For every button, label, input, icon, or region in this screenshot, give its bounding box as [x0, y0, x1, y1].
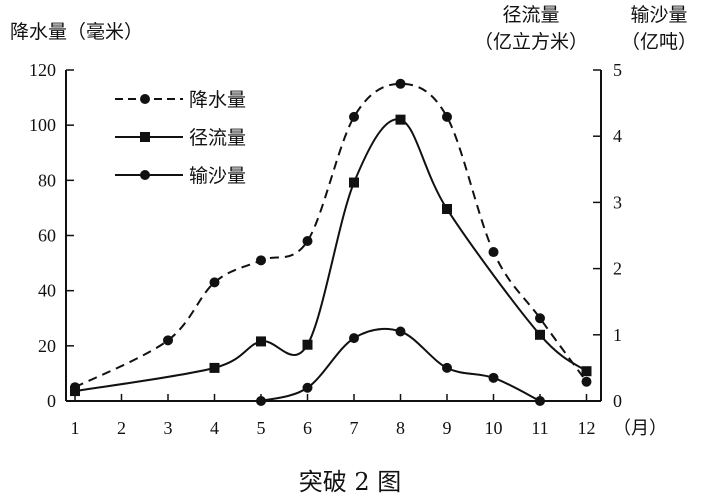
- data-point-circle: [535, 396, 545, 406]
- right-axis-label-line1: 径流量: [502, 4, 559, 26]
- data-point-square: [581, 366, 592, 377]
- x-tick-label: 2: [117, 418, 126, 438]
- x-tick-label: 12: [578, 418, 596, 438]
- data-point-circle: [442, 362, 452, 373]
- legend-marker-square: [140, 132, 150, 142]
- legend-marker-circle: [140, 94, 150, 104]
- x-tick-label: 6: [303, 418, 312, 438]
- x-tick-label: 4: [210, 418, 219, 438]
- legend-label: 降水量: [189, 89, 246, 111]
- second-right-axis-label-line1: 输沙量: [630, 4, 687, 26]
- x-tick-label: 11: [531, 418, 548, 438]
- left-tick-label: 60: [38, 226, 56, 246]
- series-line: [74, 82, 588, 389]
- series-2: [70, 114, 592, 397]
- data-point-circle: [395, 326, 406, 337]
- data-point-circle: [395, 78, 406, 89]
- left-axis-label: 降水量（毫米）: [10, 21, 143, 43]
- data-point-circle: [535, 313, 545, 324]
- series-1: [70, 78, 592, 393]
- x-tick-label: 3: [164, 418, 173, 438]
- data-point-square: [302, 339, 313, 350]
- legend-item: 降水量: [115, 89, 246, 111]
- right-tick-label: 1: [613, 325, 622, 345]
- data-point-circle: [349, 333, 359, 344]
- figure-caption: 突破 2 图: [299, 468, 402, 496]
- data-point-circle: [581, 376, 592, 387]
- x-tick-label: 1: [71, 418, 80, 438]
- data-point-square: [395, 114, 406, 125]
- data-point-circle: [163, 335, 173, 346]
- x-tick-label: 9: [443, 418, 452, 438]
- data-point-circle: [302, 382, 313, 393]
- right-tick-label: 2: [613, 259, 622, 279]
- data-point-circle: [256, 255, 266, 266]
- x-tick-label: 5: [257, 418, 266, 438]
- left-tick-label: 80: [38, 170, 56, 190]
- data-point-circle: [488, 247, 499, 258]
- data-point-square: [70, 386, 80, 397]
- x-tick-label: 10: [485, 418, 503, 438]
- left-tick-label: 0: [47, 391, 56, 411]
- series-line: [74, 118, 588, 393]
- right-tick-label: 5: [613, 60, 622, 80]
- x-tick-label: 7: [350, 418, 359, 438]
- data-point-circle: [442, 111, 452, 122]
- data-point-circle: [209, 277, 220, 288]
- plot-area: [70, 78, 592, 406]
- left-tick-label: 120: [29, 60, 56, 80]
- data-point-square: [256, 336, 266, 347]
- legend-label: 径流量: [189, 127, 246, 149]
- series-3: [256, 326, 545, 406]
- x-axis-unit: （月）: [613, 418, 667, 438]
- legend-marker-circle: [140, 170, 150, 180]
- legend-item: 径流量: [115, 127, 246, 149]
- left-tick-label: 20: [38, 336, 56, 356]
- right-tick-label: 4: [613, 126, 622, 146]
- data-point-square: [535, 329, 545, 340]
- data-point-circle: [349, 111, 359, 122]
- data-point-circle: [256, 396, 266, 406]
- data-point-circle: [302, 236, 313, 247]
- legend-item: 输沙量: [115, 165, 246, 187]
- legend-label: 输沙量: [189, 165, 246, 187]
- right-tick-label: 0: [613, 391, 622, 411]
- data-point-square: [349, 177, 359, 188]
- series-line: [260, 327, 541, 402]
- data-point-square: [209, 362, 220, 373]
- left-tick-label: 40: [38, 281, 56, 301]
- right-axis-label-line2: （亿立方米）: [474, 31, 588, 53]
- data-point-square: [442, 204, 452, 215]
- x-tick-label: 8: [396, 418, 405, 438]
- left-tick-label: 100: [29, 115, 56, 135]
- right-tick-label: 3: [613, 192, 622, 212]
- data-point-circle: [488, 372, 499, 383]
- second-right-axis-label-line2: （亿吨）: [621, 31, 697, 53]
